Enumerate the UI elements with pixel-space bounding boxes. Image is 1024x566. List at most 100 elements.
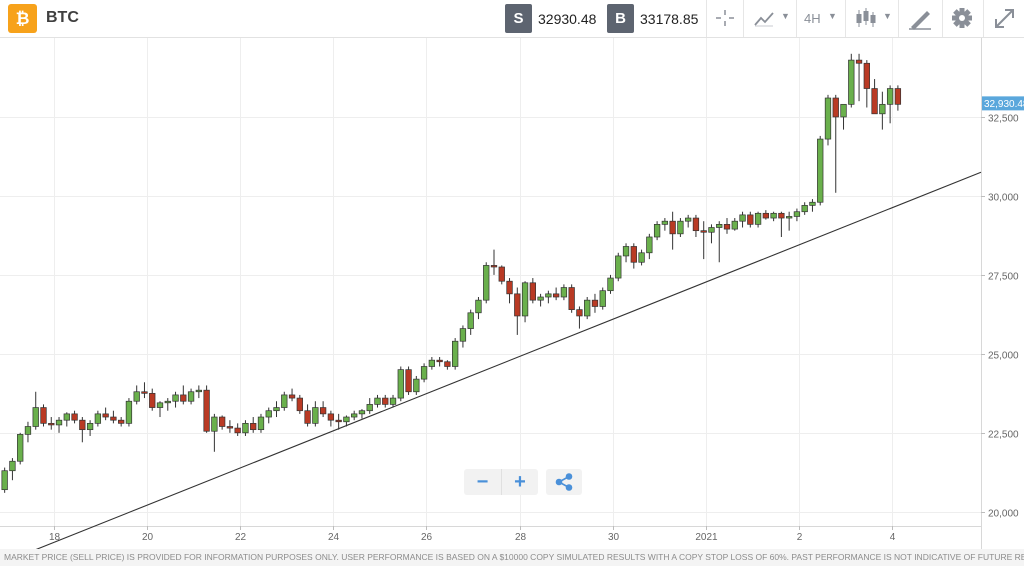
candle-body (809, 201, 816, 206)
candle (871, 79, 878, 115)
candle-body (747, 214, 754, 225)
candle-body (630, 246, 637, 263)
candle-body (413, 378, 420, 393)
candle-body (622, 246, 630, 257)
candle (840, 103, 847, 130)
candle (677, 218, 684, 237)
price-chart[interactable]: 20,000 22,500 25,000 27,500 30,000 32,500 18 2… (0, 38, 1024, 549)
candle-body (288, 394, 296, 399)
candle-body (180, 394, 187, 402)
candle-body (568, 287, 575, 310)
candle (149, 388, 156, 411)
candle-body (327, 413, 335, 421)
candle (389, 394, 397, 408)
candle (226, 420, 234, 433)
candle (203, 385, 210, 433)
current-price-label: 32,930.48 (984, 99, 1024, 110)
candle (537, 293, 544, 307)
candle (708, 224, 715, 244)
candle (599, 287, 606, 310)
candle-body (102, 413, 109, 418)
candle-body (793, 211, 801, 217)
sell-price-value: 32930.48 (538, 11, 597, 27)
x-tick-label: 20 (142, 532, 154, 543)
fullscreen-button[interactable] (983, 0, 1024, 37)
candle (801, 202, 808, 215)
candle (156, 401, 164, 418)
candle (731, 218, 738, 231)
candle-body (187, 391, 195, 402)
candle (405, 366, 412, 395)
candle (273, 401, 280, 418)
buy-price-value: 33178.85 (640, 11, 699, 27)
candle-body (444, 361, 451, 367)
candle-body (708, 227, 715, 233)
candle (630, 243, 637, 269)
candle-body (296, 397, 303, 412)
candle (552, 287, 560, 301)
candle (584, 297, 591, 320)
draw-icon (909, 11, 931, 30)
candle (591, 293, 599, 313)
share-button[interactable] (546, 469, 582, 495)
candle-body (498, 266, 505, 282)
candle-style-button[interactable]: ▼ (845, 0, 898, 37)
candle (459, 325, 467, 348)
candle-body (420, 366, 428, 380)
candle-body (164, 400, 171, 404)
candle-body (879, 103, 886, 115)
candle (32, 391, 39, 430)
chevron-down-icon: ▼ (781, 11, 790, 21)
candle (102, 407, 109, 421)
trendline-layer (35, 171, 982, 549)
sell-price-box[interactable]: S 32930.48 (505, 4, 601, 33)
candle (669, 211, 676, 250)
candle-body (405, 369, 412, 393)
candle-body (55, 419, 63, 426)
draw-tools-button[interactable] (898, 0, 942, 37)
candle (514, 287, 521, 335)
candle-body (646, 236, 653, 254)
candle (467, 309, 474, 335)
candle-body (118, 419, 125, 424)
candle-body (257, 416, 265, 431)
candle-body (537, 296, 544, 301)
chart-type-button[interactable]: ▼ (743, 0, 796, 37)
candle (366, 398, 373, 414)
buy-badge: B (607, 4, 634, 33)
candle-body (560, 287, 568, 298)
candle-body (17, 434, 24, 462)
y-tick-label: 32,500 (988, 114, 1019, 125)
timeframe-dropdown[interactable]: 4H ▼ (796, 0, 845, 37)
time-axis: 18 20 22 24 26 28 30 2021 2 4 (49, 526, 896, 543)
candle-body (351, 413, 358, 418)
candle-body (483, 265, 490, 301)
candle-body (304, 410, 311, 424)
candle-body (389, 397, 397, 405)
y-tick-label: 25,000 (988, 351, 1019, 362)
zoom-in-button[interactable]: + (501, 469, 538, 495)
candle-body (785, 216, 793, 219)
chevron-down-icon: ▼ (828, 11, 837, 21)
candle-body (817, 138, 824, 203)
candle-body (312, 407, 319, 424)
candle (94, 410, 102, 427)
candle (281, 391, 288, 411)
zoom-out-button[interactable]: − (476, 471, 489, 493)
candle-body (211, 416, 218, 432)
candle-body (281, 394, 288, 408)
candle (661, 218, 669, 231)
candle (576, 306, 583, 329)
candle (692, 214, 700, 237)
buy-price-box[interactable]: B 33178.85 (607, 4, 703, 33)
candle (9, 458, 16, 481)
crosshair-button[interactable] (706, 0, 743, 37)
candle (40, 404, 47, 427)
y-tick-label: 20,000 (988, 509, 1019, 520)
candle (172, 391, 179, 408)
candle (475, 297, 482, 320)
candle (754, 211, 762, 228)
candle-body (514, 293, 521, 317)
settings-button[interactable] (942, 0, 983, 37)
candle-body (382, 397, 389, 405)
